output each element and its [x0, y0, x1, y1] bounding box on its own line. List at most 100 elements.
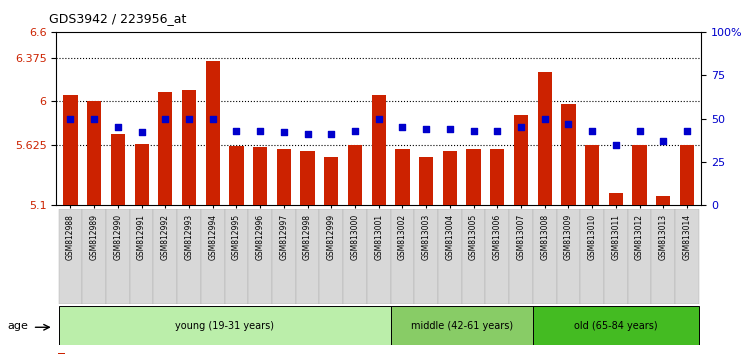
Text: GSM812995: GSM812995: [232, 214, 241, 260]
Point: [420, 126, 432, 132]
Bar: [675, 209, 699, 304]
Bar: [324, 157, 338, 205]
Point: [586, 128, 598, 133]
Bar: [134, 144, 148, 205]
Text: GSM812988: GSM812988: [66, 214, 75, 259]
Point: [634, 128, 646, 133]
Bar: [248, 209, 272, 304]
Bar: [230, 146, 244, 205]
Bar: [58, 209, 82, 304]
Point: [112, 124, 124, 130]
Bar: [585, 145, 599, 205]
Point: [302, 131, 313, 137]
Point: [444, 126, 456, 132]
Text: GSM812999: GSM812999: [327, 214, 336, 260]
Bar: [462, 209, 485, 304]
Point: [610, 142, 622, 147]
Bar: [490, 149, 505, 205]
Bar: [580, 209, 604, 304]
Bar: [301, 151, 315, 205]
Text: GSM813001: GSM813001: [374, 214, 383, 260]
Bar: [514, 115, 528, 205]
Point: [159, 116, 171, 121]
Point: [183, 116, 195, 121]
Bar: [58, 306, 391, 345]
Point: [230, 128, 242, 133]
Text: GSM813002: GSM813002: [398, 214, 407, 260]
Bar: [367, 209, 391, 304]
Bar: [106, 209, 130, 304]
Text: GSM812997: GSM812997: [280, 214, 289, 260]
Text: middle (42-61 years): middle (42-61 years): [411, 321, 513, 331]
Text: GSM812992: GSM812992: [160, 214, 170, 259]
Bar: [348, 145, 362, 205]
Bar: [82, 209, 106, 304]
Text: GSM813013: GSM813013: [658, 214, 668, 260]
Bar: [632, 145, 646, 205]
Bar: [182, 90, 196, 205]
Bar: [391, 306, 533, 345]
Bar: [391, 209, 414, 304]
Bar: [272, 209, 296, 304]
Point: [136, 130, 148, 135]
Bar: [438, 209, 462, 304]
Text: GSM812993: GSM812993: [184, 214, 194, 260]
Bar: [111, 133, 125, 205]
Bar: [466, 149, 481, 205]
Bar: [206, 61, 220, 205]
Text: GSM813010: GSM813010: [588, 214, 597, 260]
Bar: [395, 149, 410, 205]
Text: GSM812998: GSM812998: [303, 214, 312, 259]
Point: [254, 128, 266, 133]
Bar: [58, 353, 64, 354]
Bar: [130, 209, 154, 304]
Text: GSM813000: GSM813000: [350, 214, 359, 260]
Text: GSM813009: GSM813009: [564, 214, 573, 260]
Text: GSM812990: GSM812990: [113, 214, 122, 260]
Point: [88, 116, 101, 121]
Text: GSM813008: GSM813008: [540, 214, 549, 260]
Bar: [533, 209, 556, 304]
Bar: [158, 92, 172, 205]
Bar: [680, 145, 694, 205]
Point: [207, 116, 219, 121]
Bar: [344, 209, 367, 304]
Point: [515, 124, 527, 130]
Bar: [485, 209, 509, 304]
Bar: [419, 157, 434, 205]
Bar: [87, 101, 101, 205]
Point: [278, 130, 290, 135]
Point: [326, 131, 338, 137]
Bar: [561, 104, 575, 205]
Bar: [414, 209, 438, 304]
Point: [373, 116, 385, 121]
Text: GSM813014: GSM813014: [682, 214, 692, 260]
Point: [657, 138, 669, 144]
Bar: [224, 209, 248, 304]
Bar: [154, 209, 177, 304]
Bar: [538, 72, 552, 205]
Text: GSM813005: GSM813005: [469, 214, 478, 260]
Text: GSM813007: GSM813007: [517, 214, 526, 260]
Text: young (19-31 years): young (19-31 years): [175, 321, 274, 331]
Point: [349, 128, 361, 133]
Text: old (65-84 years): old (65-84 years): [574, 321, 658, 331]
Point: [397, 124, 409, 130]
Text: GSM812994: GSM812994: [209, 214, 218, 260]
Point: [467, 128, 479, 133]
Text: GSM812991: GSM812991: [137, 214, 146, 259]
Text: GSM813003: GSM813003: [422, 214, 430, 260]
Text: age: age: [8, 321, 28, 331]
Text: GSM813011: GSM813011: [611, 214, 620, 259]
Bar: [253, 148, 267, 205]
Text: GDS3942 / 223956_at: GDS3942 / 223956_at: [49, 12, 186, 25]
Point: [538, 116, 550, 121]
Text: GSM812989: GSM812989: [90, 214, 99, 259]
Bar: [442, 151, 457, 205]
Point: [64, 116, 76, 121]
Bar: [656, 196, 670, 205]
Bar: [652, 209, 675, 304]
Bar: [296, 209, 320, 304]
Text: GSM813006: GSM813006: [493, 214, 502, 260]
Point: [562, 121, 574, 127]
